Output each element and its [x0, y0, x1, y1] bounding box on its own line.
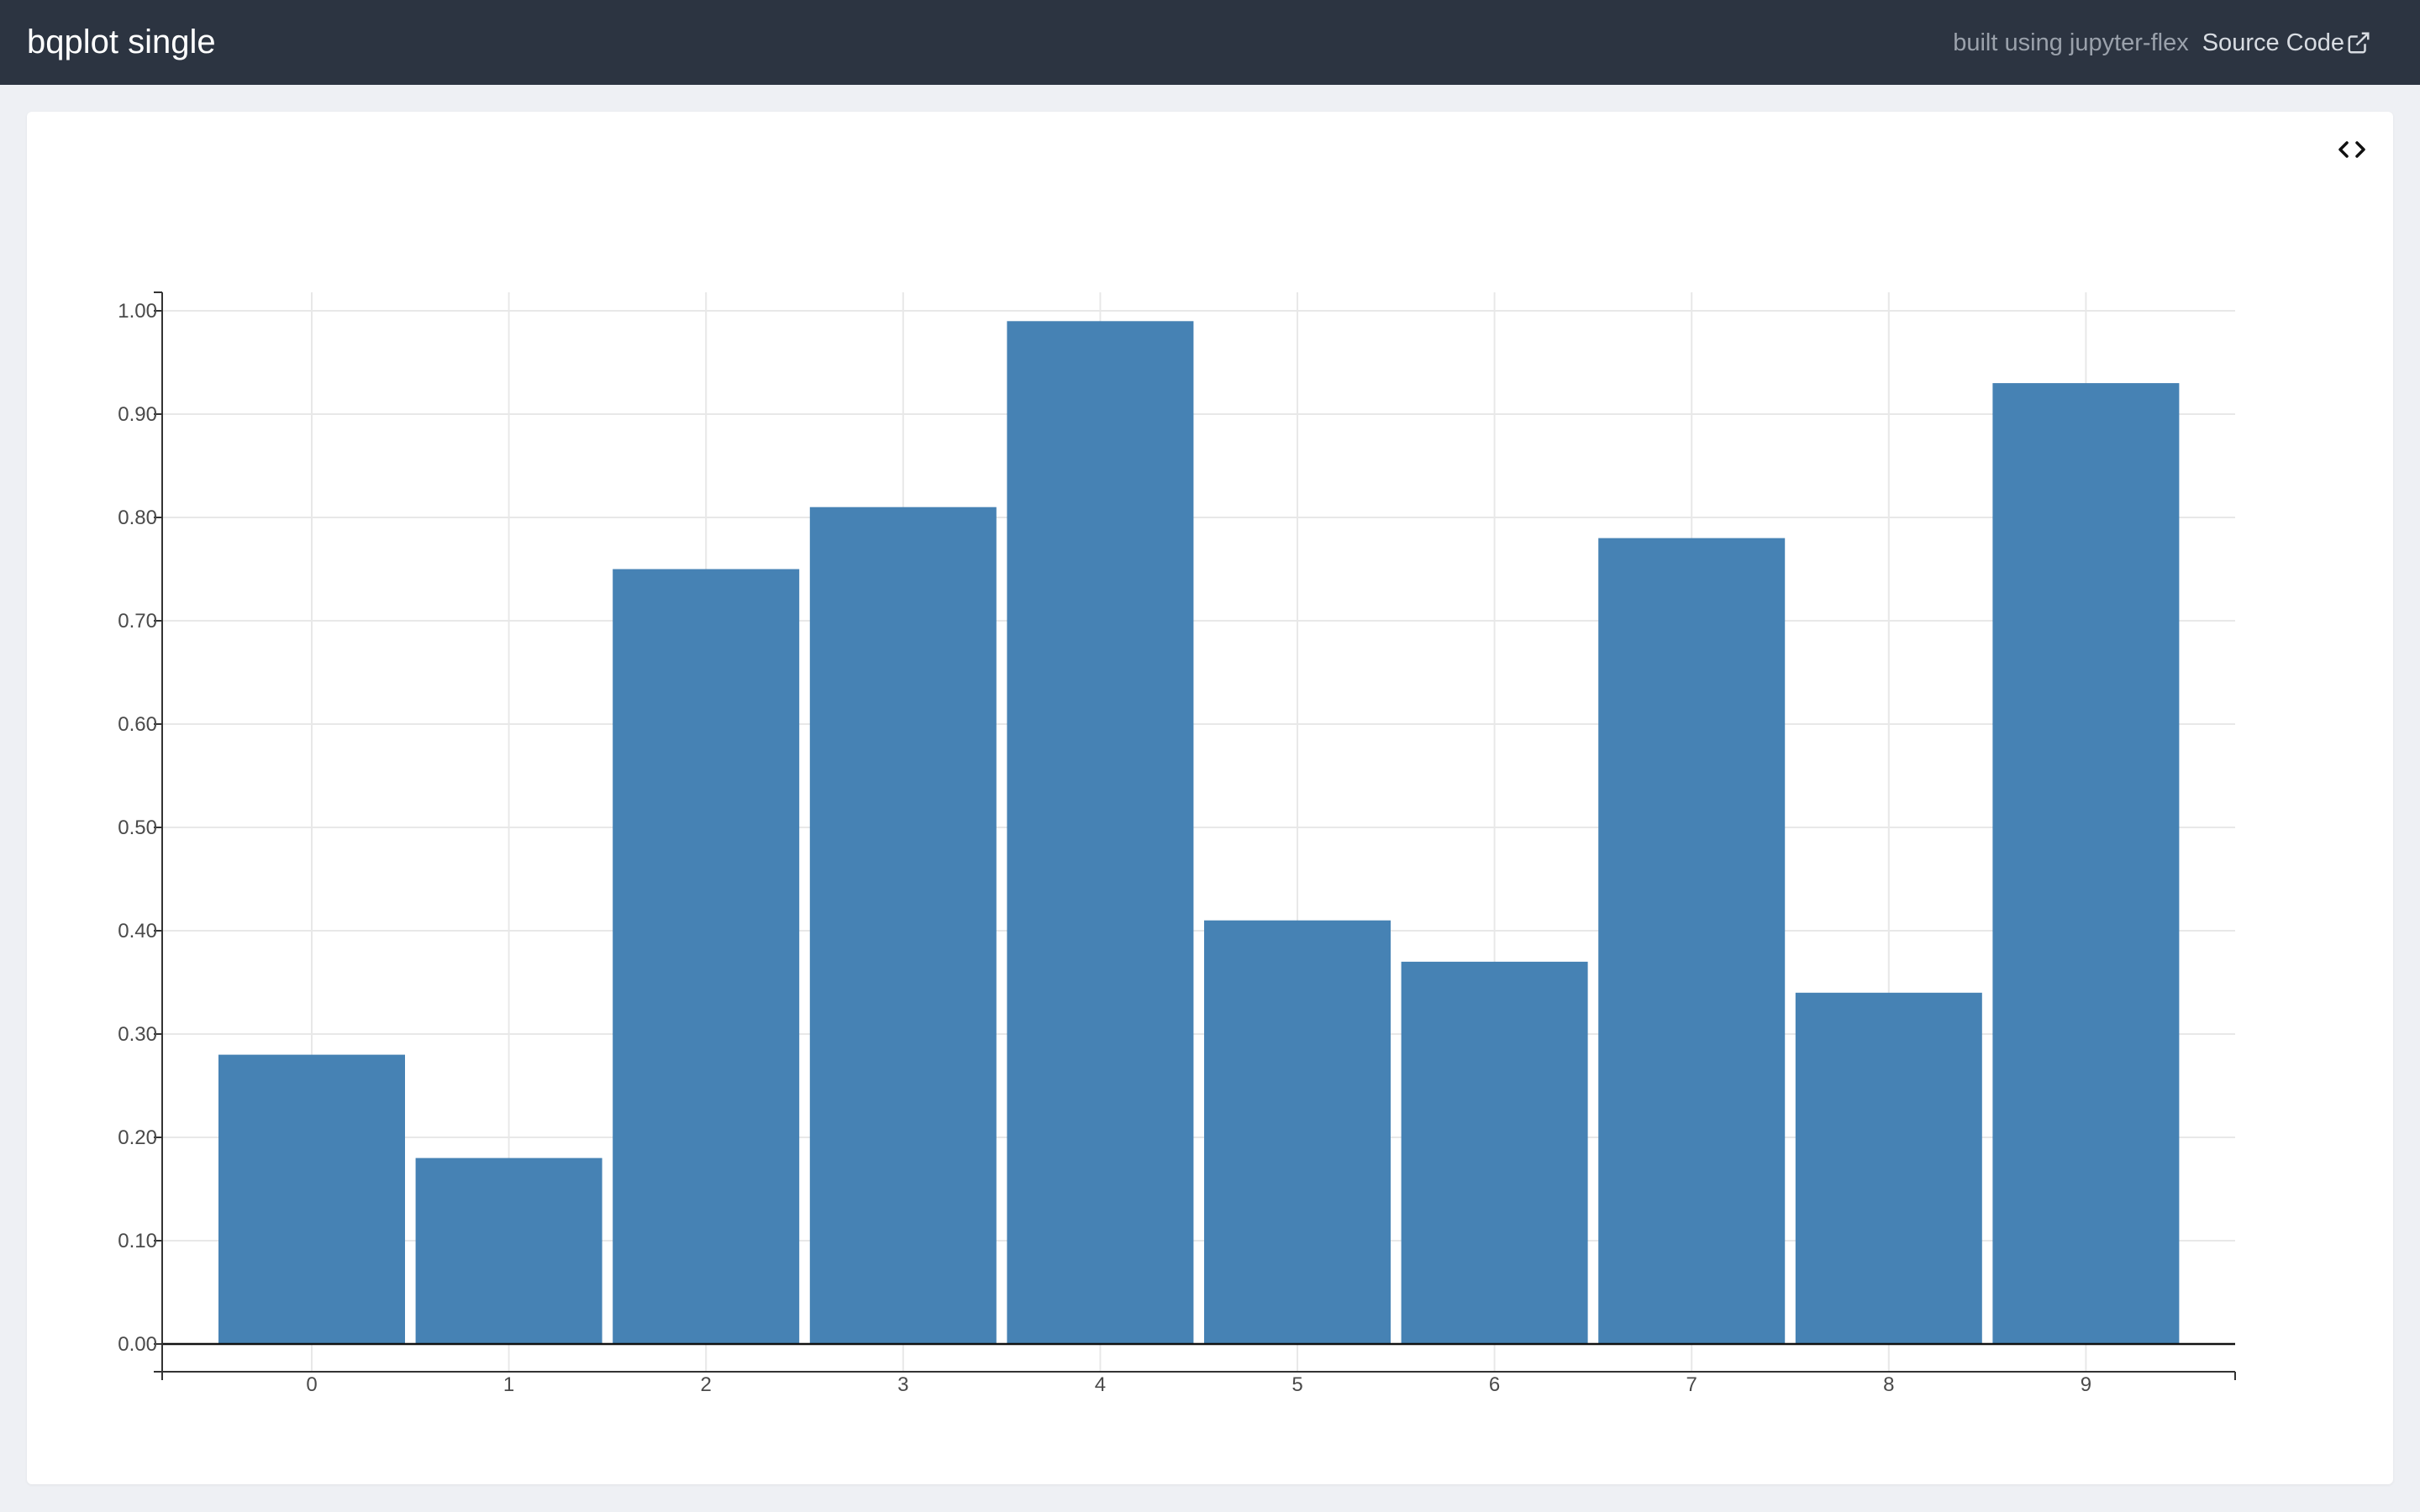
x-tick-label: 6: [1489, 1373, 1500, 1396]
x-tick-label: 1: [503, 1373, 514, 1396]
navbar-right: built using jupyter-flex Source Code: [1953, 25, 2371, 60]
x-tick-label: 3: [897, 1373, 908, 1396]
bar: [1401, 961, 1588, 1344]
y-tick-label: 0.30: [118, 1023, 157, 1046]
tick-labels: 0.00 0.10 0.20 0.30 0.40 0.50 0.60 0.70 0.80 0.90…: [118, 300, 2091, 1396]
bar: [809, 507, 997, 1344]
page-title: bqplot single: [27, 24, 216, 60]
y-tick-label: 0.70: [118, 610, 157, 633]
bar: [1007, 321, 1194, 1344]
y-tick-label: 0.50: [118, 816, 157, 839]
y-tick-label: 0.60: [118, 713, 157, 736]
source-code-link[interactable]: Source Code: [2202, 29, 2371, 57]
external-link-icon: [2348, 32, 2370, 54]
y-tick-label: 1.00: [118, 300, 157, 323]
y-tick-label: 0.10: [118, 1230, 157, 1252]
x-tick-label: 9: [2081, 1373, 2091, 1396]
bar: [1204, 920, 1391, 1344]
bar: [1598, 538, 1786, 1344]
bars: [218, 321, 2180, 1345]
bar: [415, 1158, 602, 1344]
y-tick-label: 0.20: [118, 1126, 157, 1149]
axes: [154, 291, 2236, 1380]
bar: [218, 1054, 405, 1344]
built-using-label: built using jupyter-flex: [1953, 29, 2189, 56]
top-navbar: bqplot single built using jupyter-flex S…: [0, 0, 2420, 85]
x-tick-label: 8: [1883, 1373, 1894, 1396]
x-tick-label: 2: [701, 1373, 712, 1396]
x-tick-label: 0: [306, 1373, 317, 1396]
x-tick-label: 4: [1095, 1373, 1106, 1396]
y-tick-label: 0.80: [118, 507, 157, 529]
y-tick-label: 0.90: [118, 403, 157, 426]
bar: [1992, 383, 2180, 1345]
y-tick-label: 0.00: [118, 1333, 157, 1356]
x-tick-label: 5: [1292, 1373, 1302, 1396]
source-code-label: Source Code: [2202, 29, 2344, 56]
y-tick-label: 0.40: [118, 920, 157, 942]
x-tick-label: 7: [1686, 1373, 1697, 1396]
code-icon[interactable]: [2335, 135, 2369, 164]
bar: [613, 569, 800, 1344]
bar: [1795, 992, 1982, 1344]
